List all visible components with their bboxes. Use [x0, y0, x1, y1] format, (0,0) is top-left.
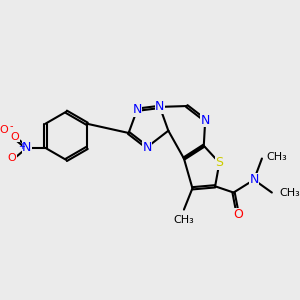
Text: S: S: [215, 156, 223, 169]
Text: N: N: [132, 103, 142, 116]
Text: O: O: [11, 131, 20, 142]
Text: N: N: [249, 173, 259, 186]
Text: -: -: [10, 121, 13, 131]
Text: N: N: [200, 114, 210, 127]
Text: O: O: [0, 125, 9, 135]
Text: +: +: [18, 142, 25, 151]
Text: N: N: [155, 100, 164, 113]
Text: N: N: [22, 141, 32, 154]
Text: CH₃: CH₃: [266, 152, 287, 162]
Text: N: N: [142, 141, 152, 154]
Text: CH₃: CH₃: [279, 188, 300, 197]
Text: CH₃: CH₃: [174, 215, 194, 225]
Text: O: O: [233, 208, 243, 221]
Text: O: O: [8, 153, 16, 163]
